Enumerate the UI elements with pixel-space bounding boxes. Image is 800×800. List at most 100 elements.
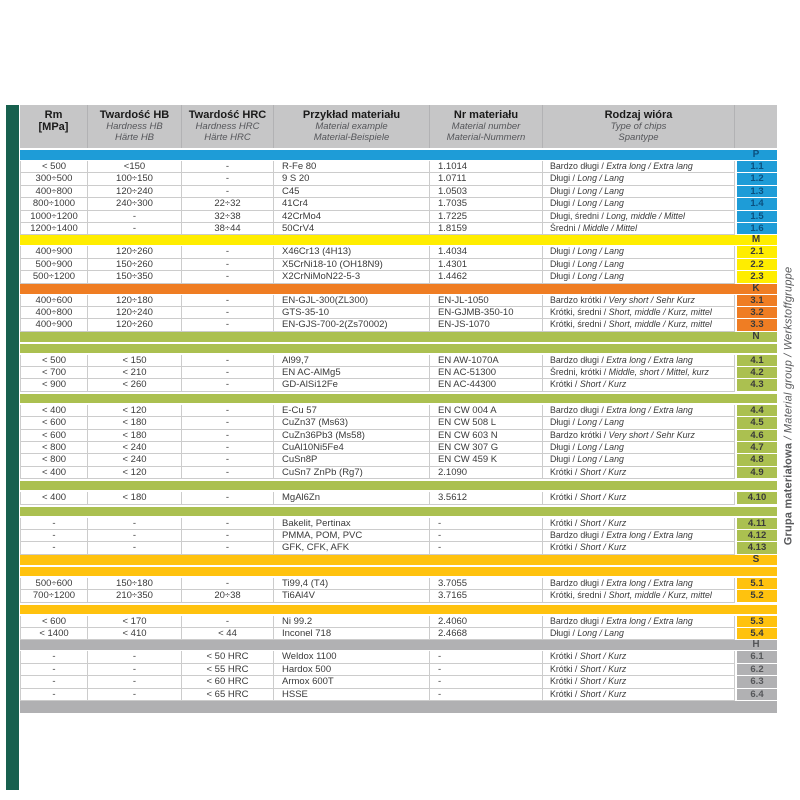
header-sub-line: Härte HB xyxy=(114,132,155,143)
material-number-cell: EN CW 307 G xyxy=(430,442,543,455)
chip-type-cell: Krótki / Short / Kurz xyxy=(543,379,735,392)
hardness-hb-cell: < 180 xyxy=(88,492,182,505)
material-example-cell: Inconel 718 xyxy=(274,627,430,641)
group-number-cell: 4.10 xyxy=(735,492,777,505)
material-number-cell: 2.4668 xyxy=(430,627,543,641)
hardness-hb-cell: <150 xyxy=(88,161,182,174)
hardness-hb-cell: 120÷240 xyxy=(88,185,182,199)
header-col-4: Nr materiału Material number Material-Numm… xyxy=(430,105,543,148)
chip-type-cell: Długi / Long / Lang xyxy=(543,627,735,641)
rm-cell: 400÷900 xyxy=(20,319,88,332)
header-sub-line: Material number xyxy=(451,121,521,132)
hardness-hb-cell: - xyxy=(88,651,182,664)
material-example-cell: CuZn37 (Ms63) xyxy=(274,417,430,430)
chip-type-cell: Długi / Long / Lang xyxy=(543,246,735,259)
chip-type-translation: Long / Lang xyxy=(577,185,624,196)
hardness-hrc-cell: < 65 HRC xyxy=(182,688,274,701)
rm-cell: - xyxy=(20,688,88,701)
table-row-5.4: < 1400 < 410 < 44 Inconel 718 2.4668 Długi / … xyxy=(20,627,777,641)
table-row-5.2: 700÷1200 210÷350 20÷38 Ti6Al4V 3.7165 Krótki,… xyxy=(20,590,777,603)
section-band-spacer xyxy=(20,235,735,245)
hardness-hrc-cell: - xyxy=(182,294,274,307)
rm-cell: - xyxy=(20,676,88,689)
table-body: P < 500 <150- R-Fe 80 1.1014 Bardzo długi / E… xyxy=(20,150,777,713)
rm-cell: < 700 xyxy=(20,367,88,380)
header-sub-line: Material-Nummern xyxy=(446,132,526,143)
table-row-4.9: < 400 < 120- CuSn7 ZnPb (Rg7) 2.1090 Krótki … xyxy=(20,466,777,480)
table-row-2.3: 500÷1200 150÷350- X2CrNiMoN22-5-3 1.4462 Dłu… xyxy=(20,271,777,284)
material-example-cell: 42CrMo4 xyxy=(274,210,430,223)
chip-type-translation: Short, middle / Kurz, mittel xyxy=(608,590,712,601)
chip-type-translation: Long / Lang xyxy=(577,442,624,453)
group-number-cell: 4.3 xyxy=(735,379,777,392)
header-main-line: Przykład materiału xyxy=(302,109,401,121)
header-sub-line: Type of chips xyxy=(610,121,667,132)
chip-type-translation: Short / Kurz xyxy=(579,676,627,687)
material-example-cell: CuAl10Ni5Fe4 xyxy=(274,442,430,455)
chip-type-translation: Short, middle / Kurz, mittel xyxy=(608,319,712,330)
rm-cell: 500÷600 xyxy=(20,577,88,591)
rm-cell: 400÷900 xyxy=(20,246,88,259)
section-letter-M: M xyxy=(751,234,761,246)
group-number-cell: 1.1 xyxy=(735,161,777,174)
section-band-M: M xyxy=(20,234,777,246)
chip-type-translation: Short / Kurz xyxy=(579,651,627,662)
table-row-1.4: 800÷1000 240÷300 22÷32 41Cr4 1.7035 Długi / L… xyxy=(20,198,777,211)
group-number-cell: 1.6 xyxy=(735,222,777,236)
chip-type-cell: Długi / Long / Lang xyxy=(543,417,735,430)
chip-type-translation: Long / Lang xyxy=(577,271,624,282)
hardness-hrc-cell: 38÷44 xyxy=(182,222,274,236)
chip-type-cell: Długi / Long / Lang xyxy=(543,271,735,284)
table-row-4.3: < 900 < 260- GD-AlSi12Fe EN AC-44300 Krótki … xyxy=(20,379,777,392)
group-number-cell: 6.1 xyxy=(735,651,777,664)
hardness-hrc-cell: - xyxy=(182,529,274,543)
group-number-cell: 4.6 xyxy=(735,429,777,443)
material-number-cell: 3.5612 xyxy=(430,492,543,505)
chip-type-cell: Krótki / Short / Kurz xyxy=(543,466,735,480)
rm-cell: < 800 xyxy=(20,454,88,467)
material-number-cell: 1.7225 xyxy=(430,210,543,223)
header-col-0: Rm [MPa] xyxy=(20,105,88,148)
material-number-cell: 2.1090 xyxy=(430,466,543,480)
section-divider-N xyxy=(20,506,777,516)
chip-type-translation: Middle / Mittel xyxy=(582,222,638,233)
group-number-cell: 5.3 xyxy=(735,615,777,628)
group-number-cell: 4.1 xyxy=(735,354,777,368)
material-example-cell: Ti99,4 (T4) xyxy=(274,577,430,591)
group-number-cell: 4.4 xyxy=(735,404,777,418)
hardness-hrc-cell: - xyxy=(182,429,274,443)
chip-type-cell: Krótki, średni / Short, middle / Kurz, m… xyxy=(543,306,735,320)
chip-type-cell: Bardzo krótki / Very short / Sehr Kurz xyxy=(543,294,735,307)
hardness-hrc-cell: - xyxy=(182,404,274,418)
section-band-H: H xyxy=(20,640,777,651)
hardness-hb-cell: < 180 xyxy=(88,417,182,430)
header-main-line: Rodzaj wióra xyxy=(604,109,673,121)
table-row-4.6: < 600 < 180- CuZn36Pb3 (Ms58) EN CW 603 N Ba… xyxy=(20,429,777,443)
hardness-hrc-cell: - xyxy=(182,258,274,272)
rm-cell: - xyxy=(20,529,88,543)
hardness-hb-cell: 120÷260 xyxy=(88,246,182,259)
rm-cell: < 600 xyxy=(20,429,88,443)
table-row-2.1: 400÷900 120÷260- X46Cr13 (4H13) 1.4034 Długi… xyxy=(20,246,777,259)
hardness-hrc-cell: - xyxy=(182,367,274,380)
hardness-hrc-cell: - xyxy=(182,306,274,320)
material-example-cell: HSSE xyxy=(274,688,430,701)
chip-type-cell: Krótki / Short / Kurz xyxy=(543,676,735,689)
hardness-hb-cell: < 180 xyxy=(88,429,182,443)
header-sub-line: Spantype xyxy=(618,132,659,143)
chip-type-translation: Short / Kurz xyxy=(579,517,627,528)
group-number-cell: 2.2 xyxy=(735,258,777,272)
hardness-hrc-cell: - xyxy=(182,354,274,368)
material-example-cell: C45 xyxy=(274,185,430,199)
group-number-cell: 6.4 xyxy=(735,688,777,701)
header-col-2: Twardość HRC Hardness HRC Härte HRC xyxy=(182,105,274,148)
material-example-cell: 50CrV4 xyxy=(274,222,430,236)
chip-type-cell: Długi, średni / Long, middle / Mittel xyxy=(543,210,735,223)
hardness-hb-cell: 150÷180 xyxy=(88,577,182,591)
chip-type-translation: Very short / Sehr Kurz xyxy=(608,294,695,305)
hardness-hb-cell: 120÷260 xyxy=(88,319,182,332)
hardness-hb-cell: - xyxy=(88,529,182,543)
material-example-cell: X2CrNiMoN22-5-3 xyxy=(274,271,430,284)
chip-type-translation: Extra long / Extra lang xyxy=(606,354,693,365)
section-band-spacer xyxy=(20,284,735,294)
